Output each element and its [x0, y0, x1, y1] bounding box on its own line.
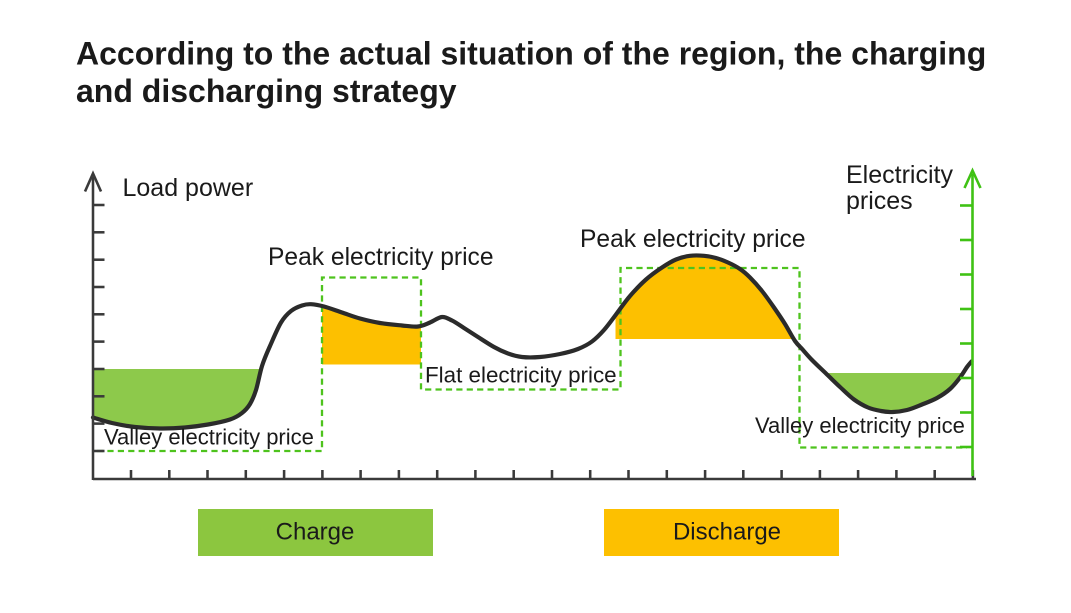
svg-text:Valley electricity price: Valley electricity price: [755, 413, 965, 438]
svg-text:Peak electricity price: Peak electricity price: [580, 226, 806, 253]
svg-text:Load power: Load power: [123, 174, 254, 202]
svg-text:Valley electricity price: Valley electricity price: [104, 425, 314, 450]
svg-text:and discharging strategy: and discharging strategy: [76, 73, 457, 109]
svg-text:Flat electricity price: Flat electricity price: [425, 363, 617, 388]
svg-text:Charge: Charge: [276, 519, 355, 546]
svg-text:Electricity: Electricity: [846, 161, 953, 189]
svg-text:According to the actual situat: According to the actual situation of the…: [76, 36, 986, 72]
svg-text:Discharge: Discharge: [673, 519, 781, 546]
svg-text:Peak electricity price: Peak electricity price: [268, 244, 494, 271]
svg-text:prices: prices: [846, 187, 913, 215]
